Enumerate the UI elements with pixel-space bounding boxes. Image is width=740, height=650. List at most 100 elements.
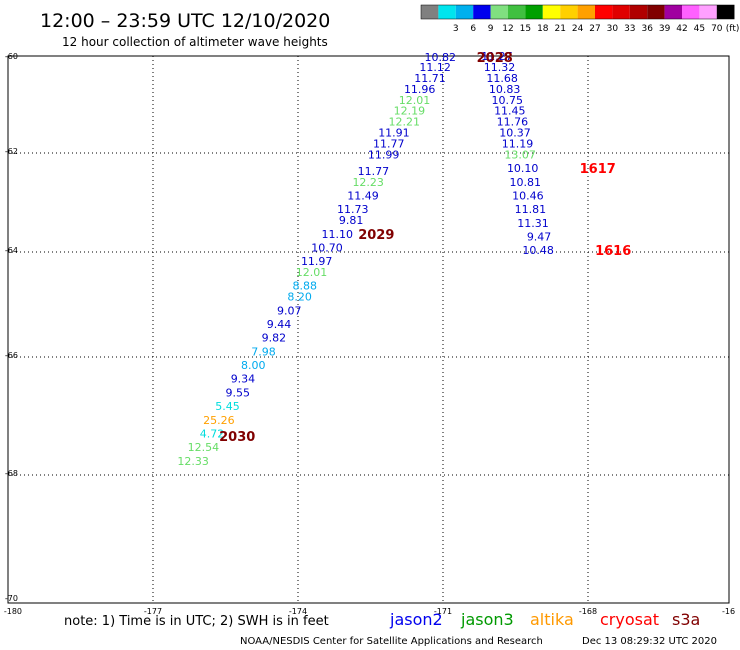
wave-height-point: 11.97 — [301, 255, 333, 268]
colorbar-swatch — [490, 5, 508, 19]
wave-height-point: 12.54 — [188, 441, 220, 454]
satellite-legend: jason2 jason3 altika cryosat s3a — [389, 610, 700, 629]
colorbar-swatch — [560, 5, 578, 19]
y-tick-label: -64 — [5, 246, 18, 255]
axis-ticks: -180 -177 -174 -171 -168 -16 -60 -62 -64 -66 -68 -7… — [4, 52, 735, 616]
x-tick-label: -180 — [4, 607, 22, 616]
wave-height-point: 10.46 — [512, 189, 544, 202]
colorbar-label: 70 — [711, 24, 723, 34]
wave-height-point: 10.82 — [425, 51, 457, 64]
wave-height-point: 11.99 — [368, 148, 400, 161]
colorbar-label: 45 — [694, 24, 705, 34]
wave-height-point: 11.45 — [494, 105, 526, 118]
legend-s3a: s3a — [672, 610, 700, 629]
wave-height-point: 10.37 — [499, 127, 531, 140]
wave-height-point: 11.32 — [484, 61, 516, 74]
grid-lines — [8, 56, 729, 603]
wave-height-point: 11.73 — [337, 203, 369, 216]
wave-height-point: 9.34 — [231, 373, 256, 386]
wave-height-point: 11.81 — [515, 203, 547, 216]
wave-height-point: 11.10 — [322, 228, 354, 241]
data-labels: 10.8211.1211.7111.9612.0112.1912.2111.91… — [177, 50, 554, 468]
x-tick-label: -16 — [722, 607, 735, 616]
wave-height-point: 9.47 — [527, 231, 552, 244]
wave-height-point: 11.76 — [497, 116, 529, 129]
colorbar-label: 39 — [659, 24, 671, 34]
time-label: 1616 — [595, 244, 631, 259]
x-tick-label: -174 — [289, 607, 307, 616]
legend-jason2: jason2 — [389, 610, 443, 629]
wave-height-point: 9.55 — [226, 386, 251, 399]
wave-height-point: 11.96 — [404, 83, 436, 96]
time-label: 2029 — [358, 228, 394, 243]
colorbar-swatch — [455, 5, 474, 19]
time-labels: 2028 2029 2030 1617 1616 — [219, 51, 631, 445]
wave-height-point: 11.77 — [358, 165, 390, 178]
wave-height-point: 11.91 — [378, 127, 410, 140]
wave-height-point: 11.31 — [517, 217, 549, 230]
colorbar-label: 12 — [502, 24, 513, 34]
colorbar-swatch — [629, 5, 648, 19]
x-tick-label: -177 — [144, 607, 162, 616]
page-subtitle: 12 hour collection of altimeter wave hei… — [62, 35, 328, 49]
footer-timestamp: Dec 13 08:29:32 UTC 2020 — [582, 636, 717, 647]
wave-height-point: 11.77 — [373, 138, 405, 151]
wave-height-point: 5.45 — [215, 400, 240, 413]
y-tick-label: -70 — [5, 594, 18, 603]
wave-height-point: 12.23 — [352, 176, 384, 189]
colorbar-swatch — [647, 5, 665, 19]
colorbar-label: 30 — [607, 24, 619, 34]
wave-height-point: 10.48 — [522, 244, 554, 257]
colorbar-border — [420, 4, 735, 20]
page-title: 12:00 – 23:59 UTC 12/10/2020 — [40, 10, 330, 32]
colorbar-swatch — [595, 5, 613, 19]
colorbar-swatch — [699, 5, 717, 19]
wave-height-point: 11.49 — [347, 189, 379, 202]
footer-note: note: 1) Time is in UTC; 2) SWH is in fe… — [64, 614, 329, 629]
colorbar-label: 15 — [520, 24, 531, 34]
colorbar-label: 27 — [589, 24, 600, 34]
wave-height-point: 10.83 — [489, 83, 521, 96]
wave-height-point: 12.21 — [389, 116, 421, 129]
colorbar-swatch — [421, 5, 439, 19]
colorbar-label: 33 — [624, 24, 635, 34]
wave-height-point: 10.81 — [510, 176, 542, 189]
y-tick-label: -62 — [5, 147, 18, 156]
wave-height-point: 8.20 — [287, 291, 312, 304]
wave-height-point: 11.12 — [419, 61, 451, 74]
wave-height-point: 4.72 — [200, 427, 225, 440]
colorbar-swatch — [508, 5, 526, 19]
colorbar-label: 6 — [470, 24, 476, 34]
wave-height-point: 11.68 — [486, 72, 518, 85]
colorbar-label: 21 — [554, 24, 565, 34]
wave-height-point: 12.33 — [177, 455, 209, 468]
colorbar-swatch — [716, 5, 735, 19]
wave-height-point: 12.01 — [296, 266, 328, 279]
colorbar-swatch — [577, 5, 595, 19]
colorbar-swatch — [612, 5, 630, 19]
wave-height-point: 11.19 — [502, 138, 534, 151]
wave-height-point: 9.44 — [267, 318, 292, 331]
wave-height-point: 8.88 — [293, 280, 318, 293]
colorbar-swatch — [438, 5, 456, 19]
colorbar-label: 42 — [676, 24, 687, 34]
wave-height-point: 7.98 — [251, 345, 276, 358]
wave-height-point: 10.75 — [492, 94, 524, 107]
colorbar-legend: 3 6 9 12 15 18 21 24 27 30 33 36 39 42 45 70 (ft) — [420, 4, 739, 34]
wave-height-point: 8.00 — [241, 359, 266, 372]
wave-height-point: 9.07 — [277, 304, 302, 317]
colorbar-swatch — [525, 5, 543, 19]
wave-height-point: 9.81 — [339, 214, 364, 227]
legend-jason3: jason3 — [460, 610, 514, 629]
colorbar-label: 18 — [537, 24, 549, 34]
colorbar-label: 36 — [641, 24, 653, 34]
y-tick-label: -60 — [5, 52, 18, 61]
wave-height-point: 12.01 — [399, 94, 431, 107]
colorbar-swatch — [664, 5, 682, 19]
colorbar-label: 9 — [488, 24, 494, 34]
legend-altika: altika — [530, 610, 574, 629]
y-tick-label: -66 — [5, 351, 18, 360]
wave-height-point: 11.27 — [481, 50, 513, 63]
colorbar-swatch — [682, 5, 700, 19]
